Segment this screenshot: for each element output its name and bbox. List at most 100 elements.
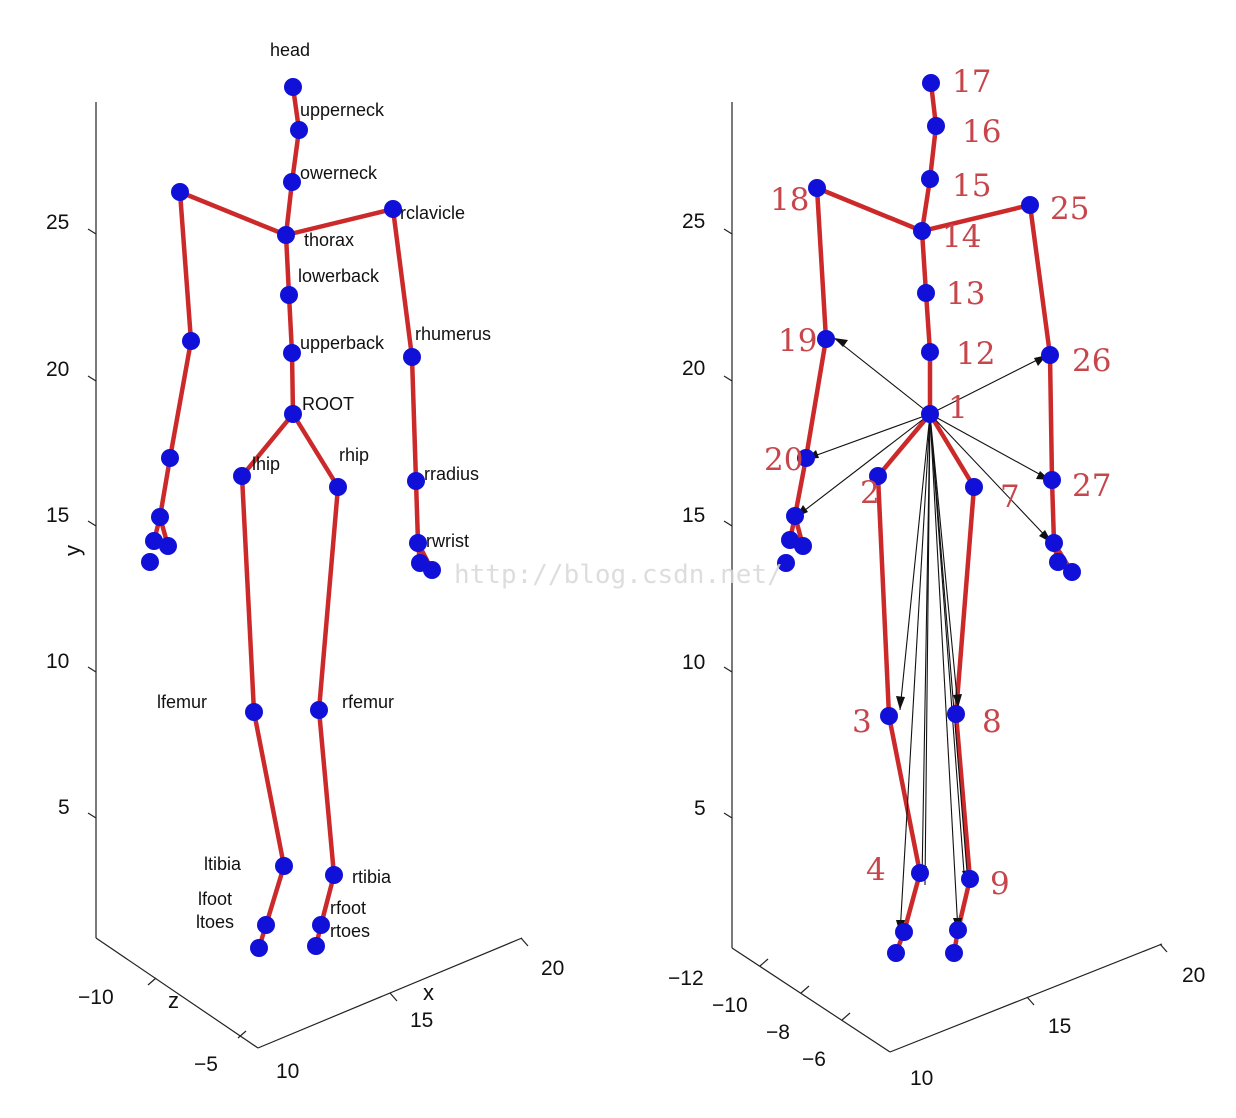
left-z-tick: −5 <box>194 1053 218 1076</box>
arrow-to-3 <box>899 413 931 711</box>
num-18: 18 <box>770 182 809 218</box>
joint-rfemur <box>310 701 328 719</box>
arrow-to-rtoes <box>929 413 966 887</box>
right-z-tick: −10 <box>712 994 748 1017</box>
num-19: 19 <box>778 323 817 359</box>
joint-lowerback <box>280 286 298 304</box>
right-z-tick: −8 <box>766 1021 790 1044</box>
label-upperback: upperback <box>300 333 385 353</box>
joint-10 <box>949 921 967 939</box>
num-14: 14 <box>942 219 981 255</box>
joint-lthumb <box>141 553 159 571</box>
right-panel: 25 20 15 10 5 −12 −10 −8 −6 10 15 20 <box>668 64 1205 1090</box>
joint-9 <box>961 870 979 888</box>
joint-rtoes <box>307 937 325 955</box>
joint-29 <box>1049 553 1067 571</box>
num-4: 4 <box>866 852 886 888</box>
right-x-tick: 15 <box>1048 1015 1071 1038</box>
left-y-tick: 25 <box>46 211 69 234</box>
arrow-to-8 <box>929 413 959 709</box>
num-7: 7 <box>1000 479 1020 515</box>
left-y-tick: 20 <box>46 358 69 381</box>
num-13: 13 <box>946 276 985 312</box>
joint-lowerneck <box>283 173 301 191</box>
joint-13 <box>917 284 935 302</box>
joint-18 <box>808 179 826 197</box>
num-20: 20 <box>764 442 803 478</box>
label-rtibia: rtibia <box>352 867 392 887</box>
joint-root <box>284 405 302 423</box>
left-panel: 25 20 15 10 5 y −10 −5 z 10 15 20 x <box>46 40 564 1083</box>
joint-4 <box>911 864 929 882</box>
joint-24 <box>777 554 795 572</box>
right-y-tick: 20 <box>682 357 705 380</box>
arrow-to-19 <box>833 337 931 415</box>
right-skeleton-joints <box>777 74 1081 962</box>
right-arrows <box>795 337 1053 935</box>
right-z-tick: −6 <box>802 1048 826 1071</box>
arrow-to-rwrist <box>929 413 1053 544</box>
left-y-tick: 5 <box>58 796 70 819</box>
num-16: 16 <box>962 114 1001 150</box>
num-26: 26 <box>1072 343 1111 379</box>
arrow-to-lwrist <box>795 413 931 518</box>
joint-lfoot <box>257 916 275 934</box>
label-rwrist: rwrist <box>426 531 469 551</box>
left-y-axis-label: y <box>60 545 85 556</box>
joint-thorax <box>277 226 295 244</box>
label-rclavicle: rclavicle <box>400 203 465 223</box>
label-head: head <box>270 40 310 60</box>
num-15: 15 <box>952 168 991 204</box>
arrow-to-26 <box>929 354 1048 415</box>
left-x-tick: 10 <box>276 1060 299 1083</box>
joint-lhip <box>233 467 251 485</box>
joint-rradius <box>407 472 425 490</box>
joint-upperneck <box>290 121 308 139</box>
left-z-axis-label: z <box>168 988 179 1013</box>
joint-upperback <box>283 344 301 362</box>
num-25: 25 <box>1050 191 1089 227</box>
joint-16 <box>927 117 945 135</box>
label-lowerback: lowerback <box>298 266 380 286</box>
joint-rhip <box>329 478 347 496</box>
label-rhumerus: rhumerus <box>415 324 491 344</box>
joint-rtibia <box>325 866 343 884</box>
num-1: 1 <box>948 390 968 426</box>
joint-ltoes <box>250 939 268 957</box>
label-lowerneck: owerneck <box>300 163 378 183</box>
joint-25 <box>1021 196 1039 214</box>
left-joint-labels: head upperneck owerneck rclavicle thorax… <box>157 40 491 941</box>
joint-lhumerus <box>182 332 200 350</box>
joint-rhumerus <box>403 348 421 366</box>
num-27: 27 <box>1072 468 1111 504</box>
arrow-to-rfoot <box>929 413 959 933</box>
joint-3 <box>880 707 898 725</box>
left-x-tick: 20 <box>541 957 564 980</box>
joint-rclavicle <box>384 200 402 218</box>
joint-lradius <box>161 449 179 467</box>
joint-ltibia <box>275 857 293 875</box>
right-z-tick: −12 <box>668 967 704 990</box>
joint-12 <box>921 343 939 361</box>
right-joint-numbers: 17 16 15 18 14 25 13 19 12 26 1 20 2 7 2… <box>764 64 1111 902</box>
joint-14 <box>913 222 931 240</box>
label-rtoes: rtoes <box>330 921 370 941</box>
joint-1 <box>921 405 939 423</box>
joint-20 <box>797 449 815 467</box>
joint-26 <box>1041 346 1059 364</box>
joint-lclavicle <box>171 183 189 201</box>
label-rfoot: rfoot <box>330 898 366 918</box>
num-9: 9 <box>990 866 1010 902</box>
left-skeleton-joints <box>141 78 441 957</box>
arrow-to-20 <box>805 413 931 460</box>
right-z-axis <box>731 947 891 1053</box>
joint-7 <box>965 478 983 496</box>
joint-27 <box>1043 471 1061 489</box>
joint-5 <box>895 923 913 941</box>
watermark: http://blog.csdn.net/ <box>454 560 783 590</box>
right-y-tick: 5 <box>694 797 706 820</box>
joint-23 <box>794 537 812 555</box>
joint-28 <box>1045 534 1063 552</box>
label-upperneck: upperneck <box>300 100 385 120</box>
